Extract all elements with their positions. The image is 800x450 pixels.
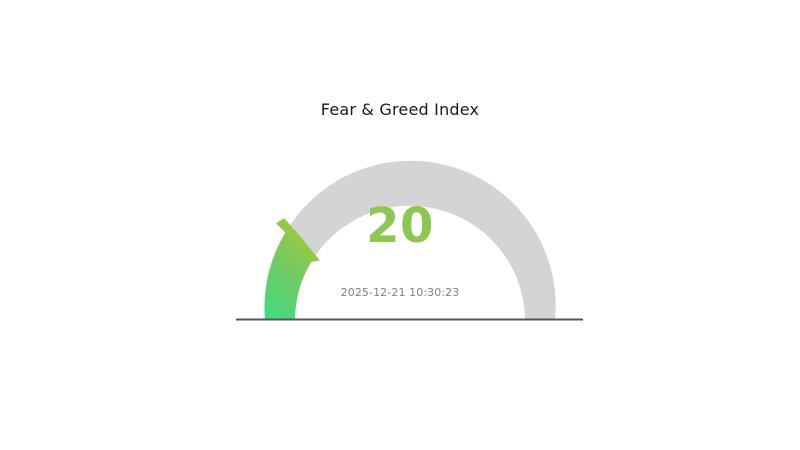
- gauge-container: [230, 140, 590, 325]
- gauge-baseline: [236, 318, 583, 321]
- gauge-needle-tip: [275, 218, 320, 262]
- gauge-track-arc: [289, 160, 556, 320]
- gauge-timestamp: 2025-12-21 10:30:23: [340, 286, 460, 299]
- gauge-svg: [236, 160, 583, 321]
- gauge-value: 20: [366, 198, 434, 254]
- chart-title: Fear & Greed Index: [320, 100, 480, 119]
